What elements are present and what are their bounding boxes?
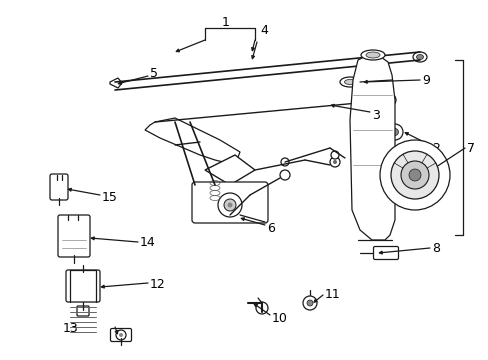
Circle shape — [400, 161, 428, 189]
Circle shape — [306, 300, 312, 306]
Ellipse shape — [344, 80, 355, 85]
Polygon shape — [110, 78, 122, 88]
FancyBboxPatch shape — [50, 174, 68, 200]
FancyBboxPatch shape — [192, 182, 267, 223]
Ellipse shape — [365, 52, 379, 58]
Text: 7: 7 — [466, 141, 474, 154]
FancyBboxPatch shape — [373, 247, 398, 260]
Circle shape — [330, 151, 338, 159]
Circle shape — [218, 193, 242, 217]
Polygon shape — [145, 118, 240, 165]
Text: 8: 8 — [431, 242, 439, 255]
Polygon shape — [349, 55, 394, 240]
Text: 5: 5 — [150, 67, 158, 80]
Text: 6: 6 — [266, 221, 274, 234]
Circle shape — [390, 151, 438, 199]
Circle shape — [281, 158, 288, 166]
FancyBboxPatch shape — [66, 270, 100, 302]
Polygon shape — [204, 155, 254, 185]
Circle shape — [119, 333, 123, 337]
Text: 11: 11 — [325, 288, 340, 302]
Circle shape — [332, 160, 336, 164]
Text: 13: 13 — [63, 321, 79, 334]
Text: 1: 1 — [222, 15, 229, 28]
FancyBboxPatch shape — [58, 215, 90, 257]
FancyBboxPatch shape — [110, 328, 131, 342]
Text: 14: 14 — [140, 237, 156, 249]
Text: 12: 12 — [150, 278, 165, 291]
Circle shape — [280, 170, 289, 180]
Text: 10: 10 — [271, 311, 287, 324]
Ellipse shape — [412, 52, 426, 62]
Circle shape — [379, 140, 449, 210]
Circle shape — [386, 98, 392, 103]
Text: 3: 3 — [371, 108, 379, 122]
Text: 2: 2 — [431, 141, 439, 154]
Ellipse shape — [416, 54, 423, 59]
Text: 9: 9 — [421, 73, 429, 86]
FancyBboxPatch shape — [77, 306, 89, 316]
Circle shape — [224, 199, 236, 211]
Circle shape — [408, 169, 420, 181]
Text: 15: 15 — [102, 190, 118, 203]
Circle shape — [329, 157, 339, 167]
Circle shape — [391, 129, 398, 135]
Text: 4: 4 — [260, 23, 267, 36]
Ellipse shape — [360, 50, 384, 60]
Ellipse shape — [339, 77, 359, 87]
Circle shape — [227, 202, 232, 207]
